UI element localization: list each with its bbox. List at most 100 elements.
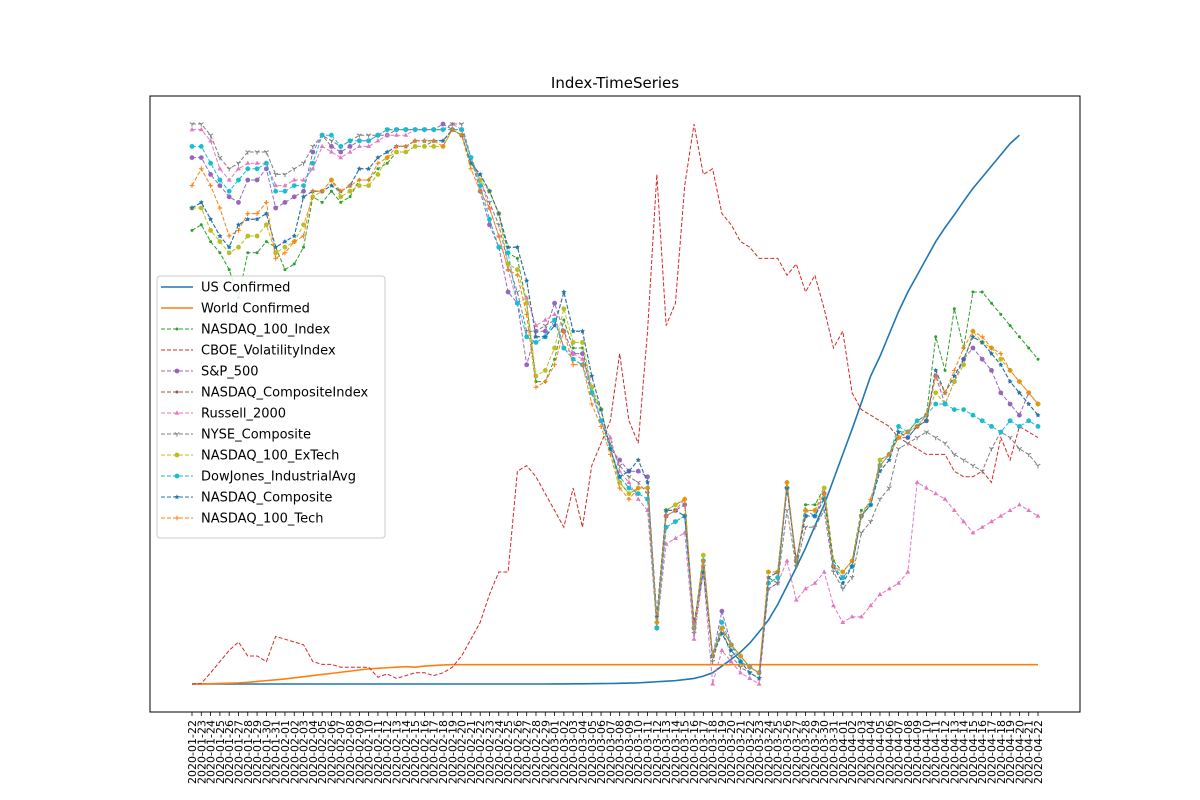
data-point (226, 250, 232, 256)
data-point (1027, 346, 1031, 350)
legend-label: NASDAQ_100_ExTech (201, 449, 339, 464)
data-point (291, 177, 297, 182)
x-tick-label: 2020-03-08 (614, 720, 627, 784)
data-point (440, 127, 446, 132)
data-point (821, 491, 827, 496)
data-point (626, 485, 632, 491)
data-point (291, 233, 297, 239)
data-point (905, 569, 911, 574)
data-point (347, 138, 353, 144)
data-point (263, 210, 270, 216)
x-tick-label: 2020-03-09 (623, 720, 636, 784)
data-point (356, 177, 362, 183)
x-tick-label: 2020-03-13 (660, 720, 673, 784)
data-point (1035, 401, 1041, 407)
data-point (1017, 424, 1022, 429)
data-point (301, 233, 306, 239)
series-us-confirmed (192, 134, 1020, 685)
data-point (998, 390, 1004, 396)
data-point (486, 188, 493, 194)
data-point (979, 334, 985, 340)
data-point (635, 457, 641, 463)
data-point (174, 410, 180, 415)
data-point (320, 200, 324, 204)
data-point (645, 474, 650, 480)
data-point (365, 166, 372, 172)
data-point (552, 345, 557, 351)
data-point (998, 513, 1004, 518)
data-point (1017, 335, 1021, 339)
data-point (747, 670, 753, 676)
data-point (514, 244, 521, 250)
x-tick-label: 2020-04-19 (1004, 720, 1017, 784)
data-point (348, 195, 352, 199)
data-point (812, 525, 818, 530)
data-point (598, 418, 604, 424)
data-point (738, 670, 743, 675)
data-point (589, 373, 595, 379)
data-point (226, 188, 232, 194)
data-point (747, 664, 753, 670)
data-point (784, 485, 790, 491)
data-point (990, 301, 994, 305)
data-point (338, 155, 344, 160)
series-cboe-volatilityindex (191, 123, 1039, 685)
data-point (831, 564, 836, 569)
data-point (570, 328, 576, 334)
x-tick-label: 2020-02-25 (502, 720, 515, 784)
data-point (449, 127, 455, 132)
data-point (209, 240, 213, 244)
data-point (644, 479, 651, 485)
data-point (980, 290, 984, 294)
data-point (394, 127, 399, 132)
data-point (468, 155, 474, 161)
legend-entry-russell-2000: Russell_2000 (161, 407, 286, 422)
x-tick-label: 2020-02-01 (279, 720, 292, 784)
x-tick-label: 2020-03-17 (697, 720, 710, 784)
data-point (291, 166, 297, 172)
data-point (385, 161, 389, 165)
data-point (505, 267, 511, 272)
x-tick-label: 2020-02-29 (539, 720, 552, 784)
x-tick-label: 2020-03-06 (595, 720, 608, 784)
data-point (459, 122, 465, 127)
data-point (617, 480, 623, 485)
data-point (319, 188, 325, 194)
data-point (403, 132, 409, 137)
legend-label: NASDAQ_Composite (201, 491, 332, 506)
data-point (840, 619, 846, 624)
data-point (347, 188, 353, 194)
data-point (236, 177, 241, 183)
legend-entry-nasdaq-composite: NASDAQ_Composite (161, 491, 332, 506)
data-point (840, 586, 846, 592)
data-point (886, 586, 892, 591)
series-line (191, 123, 1039, 685)
data-point (571, 346, 575, 350)
series-layer (189, 121, 1041, 686)
x-tick-label: 2020-03-28 (800, 720, 813, 784)
data-point (208, 183, 213, 188)
data-point (301, 177, 306, 182)
data-point (198, 122, 204, 127)
data-point (264, 240, 268, 244)
x-tick-label: 2020-03-14 (669, 720, 682, 784)
x-tick-label: 2020-04-18 (995, 720, 1008, 784)
data-point (245, 150, 251, 155)
data-point (961, 519, 967, 524)
data-point (914, 418, 920, 424)
x-tick-label: 2020-02-02 (288, 720, 301, 784)
series-dowjones-industrialavg (189, 127, 1041, 676)
data-point (422, 144, 427, 149)
data-point (691, 631, 697, 637)
data-point (607, 435, 613, 440)
legend-entry-nasdaq-100-index: NASDAQ_100_Index (161, 323, 330, 338)
x-tick-label: 2020-03-31 (827, 720, 840, 784)
data-point (273, 172, 279, 177)
data-point (951, 507, 957, 512)
data-point (412, 127, 418, 132)
data-point (737, 658, 744, 664)
data-point (775, 569, 781, 575)
data-point (542, 334, 548, 340)
data-point (561, 345, 567, 351)
